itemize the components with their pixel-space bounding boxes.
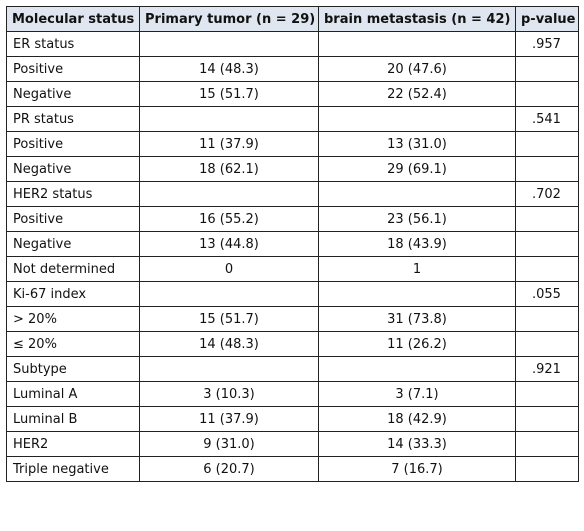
cell-label: Luminal B bbox=[6, 406, 140, 432]
cell-brain-metastasis: 22 (52.4) bbox=[318, 81, 516, 107]
cell-label: Negative bbox=[6, 81, 140, 107]
cell-p-value bbox=[515, 56, 579, 82]
cell-label: Luminal A bbox=[6, 381, 140, 407]
cell-label: Negative bbox=[6, 231, 140, 257]
table-row: Subtype .921 bbox=[6, 356, 579, 382]
cell-label: Ki-67 index bbox=[6, 281, 140, 307]
table-row: Positive 11 (37.9) 13 (31.0) bbox=[6, 131, 579, 157]
cell-p-value bbox=[515, 306, 579, 332]
cell-primary-tumor: 9 (31.0) bbox=[139, 431, 319, 457]
header-primary-tumor: Primary tumor (n = 29) bbox=[139, 6, 319, 32]
cell-brain-metastasis: 18 (43.9) bbox=[318, 231, 516, 257]
header-row: Molecular status Primary tumor (n = 29) … bbox=[6, 6, 579, 32]
cell-p-value bbox=[515, 156, 579, 182]
header-brain-metastasis: brain metastasis (n = 42) bbox=[318, 6, 516, 32]
cell-label: HER2 status bbox=[6, 181, 140, 207]
header-molecular-status: Molecular status bbox=[6, 6, 140, 32]
cell-primary-tumor: 16 (55.2) bbox=[139, 206, 319, 232]
cell-label: ER status bbox=[6, 31, 140, 57]
cell-p-value bbox=[515, 131, 579, 157]
cell-primary-tumor bbox=[139, 31, 319, 57]
table-row: ER status .957 bbox=[6, 31, 579, 57]
cell-label: PR status bbox=[6, 106, 140, 132]
header-p-value: p-value bbox=[515, 6, 579, 32]
cell-brain-metastasis: 11 (26.2) bbox=[318, 331, 516, 357]
cell-brain-metastasis: 1 bbox=[318, 256, 516, 282]
table-row: Negative 15 (51.7) 22 (52.4) bbox=[6, 81, 579, 107]
cell-p-value bbox=[515, 456, 579, 482]
cell-label: Not determined bbox=[6, 256, 140, 282]
cell-brain-metastasis bbox=[318, 106, 516, 132]
cell-label: Triple negative bbox=[6, 456, 140, 482]
cell-primary-tumor bbox=[139, 181, 319, 207]
cell-primary-tumor: 15 (51.7) bbox=[139, 81, 319, 107]
cell-brain-metastasis: 23 (56.1) bbox=[318, 206, 516, 232]
table-row: Luminal B 11 (37.9) 18 (42.9) bbox=[6, 406, 579, 432]
cell-primary-tumor: 6 (20.7) bbox=[139, 456, 319, 482]
table-row: Negative 18 (62.1) 29 (69.1) bbox=[6, 156, 579, 182]
table-row: ≤ 20% 14 (48.3) 11 (26.2) bbox=[6, 331, 579, 357]
cell-brain-metastasis: 13 (31.0) bbox=[318, 131, 516, 157]
cell-p-value bbox=[515, 231, 579, 257]
table-row: HER2 9 (31.0) 14 (33.3) bbox=[6, 431, 579, 457]
cell-brain-metastasis bbox=[318, 31, 516, 57]
table-row: Ki-67 index .055 bbox=[6, 281, 579, 307]
cell-label: Positive bbox=[6, 56, 140, 82]
cell-primary-tumor: 11 (37.9) bbox=[139, 131, 319, 157]
cell-brain-metastasis: 29 (69.1) bbox=[318, 156, 516, 182]
table-row: Negative 13 (44.8) 18 (43.9) bbox=[6, 231, 579, 257]
cell-brain-metastasis: 3 (7.1) bbox=[318, 381, 516, 407]
table-row: PR status .541 bbox=[6, 106, 579, 132]
cell-p-value bbox=[515, 81, 579, 107]
cell-p-value: .541 bbox=[515, 106, 579, 132]
table-row: > 20% 15 (51.7) 31 (73.8) bbox=[6, 306, 579, 332]
cell-label: > 20% bbox=[6, 306, 140, 332]
cell-brain-metastasis: 20 (47.6) bbox=[318, 56, 516, 82]
cell-p-value bbox=[515, 331, 579, 357]
table-row: Not determined 0 1 bbox=[6, 256, 579, 282]
cell-primary-tumor: 18 (62.1) bbox=[139, 156, 319, 182]
cell-primary-tumor bbox=[139, 281, 319, 307]
cell-primary-tumor: 14 (48.3) bbox=[139, 56, 319, 82]
table-row: Positive 14 (48.3) 20 (47.6) bbox=[6, 56, 579, 82]
cell-label: ≤ 20% bbox=[6, 331, 140, 357]
cell-label: Subtype bbox=[6, 356, 140, 382]
cell-primary-tumor: 13 (44.8) bbox=[139, 231, 319, 257]
cell-p-value: .055 bbox=[515, 281, 579, 307]
cell-brain-metastasis bbox=[318, 181, 516, 207]
cell-brain-metastasis: 31 (73.8) bbox=[318, 306, 516, 332]
cell-label: Positive bbox=[6, 131, 140, 157]
cell-p-value: .921 bbox=[515, 356, 579, 382]
cell-brain-metastasis: 7 (16.7) bbox=[318, 456, 516, 482]
cell-primary-tumor: 0 bbox=[139, 256, 319, 282]
molecular-status-table: Molecular status Primary tumor (n = 29) … bbox=[6, 6, 579, 482]
cell-p-value: .702 bbox=[515, 181, 579, 207]
cell-p-value bbox=[515, 206, 579, 232]
cell-p-value bbox=[515, 431, 579, 457]
cell-p-value bbox=[515, 256, 579, 282]
cell-p-value bbox=[515, 381, 579, 407]
cell-brain-metastasis bbox=[318, 356, 516, 382]
cell-primary-tumor: 11 (37.9) bbox=[139, 406, 319, 432]
table-header: Molecular status Primary tumor (n = 29) … bbox=[6, 6, 579, 32]
cell-label: Positive bbox=[6, 206, 140, 232]
cell-primary-tumor bbox=[139, 106, 319, 132]
table-row: HER2 status .702 bbox=[6, 181, 579, 207]
cell-primary-tumor: 3 (10.3) bbox=[139, 381, 319, 407]
cell-label: HER2 bbox=[6, 431, 140, 457]
table-row: Positive 16 (55.2) 23 (56.1) bbox=[6, 206, 579, 232]
cell-primary-tumor bbox=[139, 356, 319, 382]
cell-primary-tumor: 14 (48.3) bbox=[139, 331, 319, 357]
cell-brain-metastasis: 14 (33.3) bbox=[318, 431, 516, 457]
cell-brain-metastasis bbox=[318, 281, 516, 307]
table-body: ER status .957 Positive 14 (48.3) 20 (47.6) N… bbox=[6, 31, 579, 482]
cell-label: Negative bbox=[6, 156, 140, 182]
cell-p-value bbox=[515, 406, 579, 432]
cell-brain-metastasis: 18 (42.9) bbox=[318, 406, 516, 432]
table-row: Triple negative 6 (20.7) 7 (16.7) bbox=[6, 456, 579, 482]
cell-primary-tumor: 15 (51.7) bbox=[139, 306, 319, 332]
cell-p-value: .957 bbox=[515, 31, 579, 57]
